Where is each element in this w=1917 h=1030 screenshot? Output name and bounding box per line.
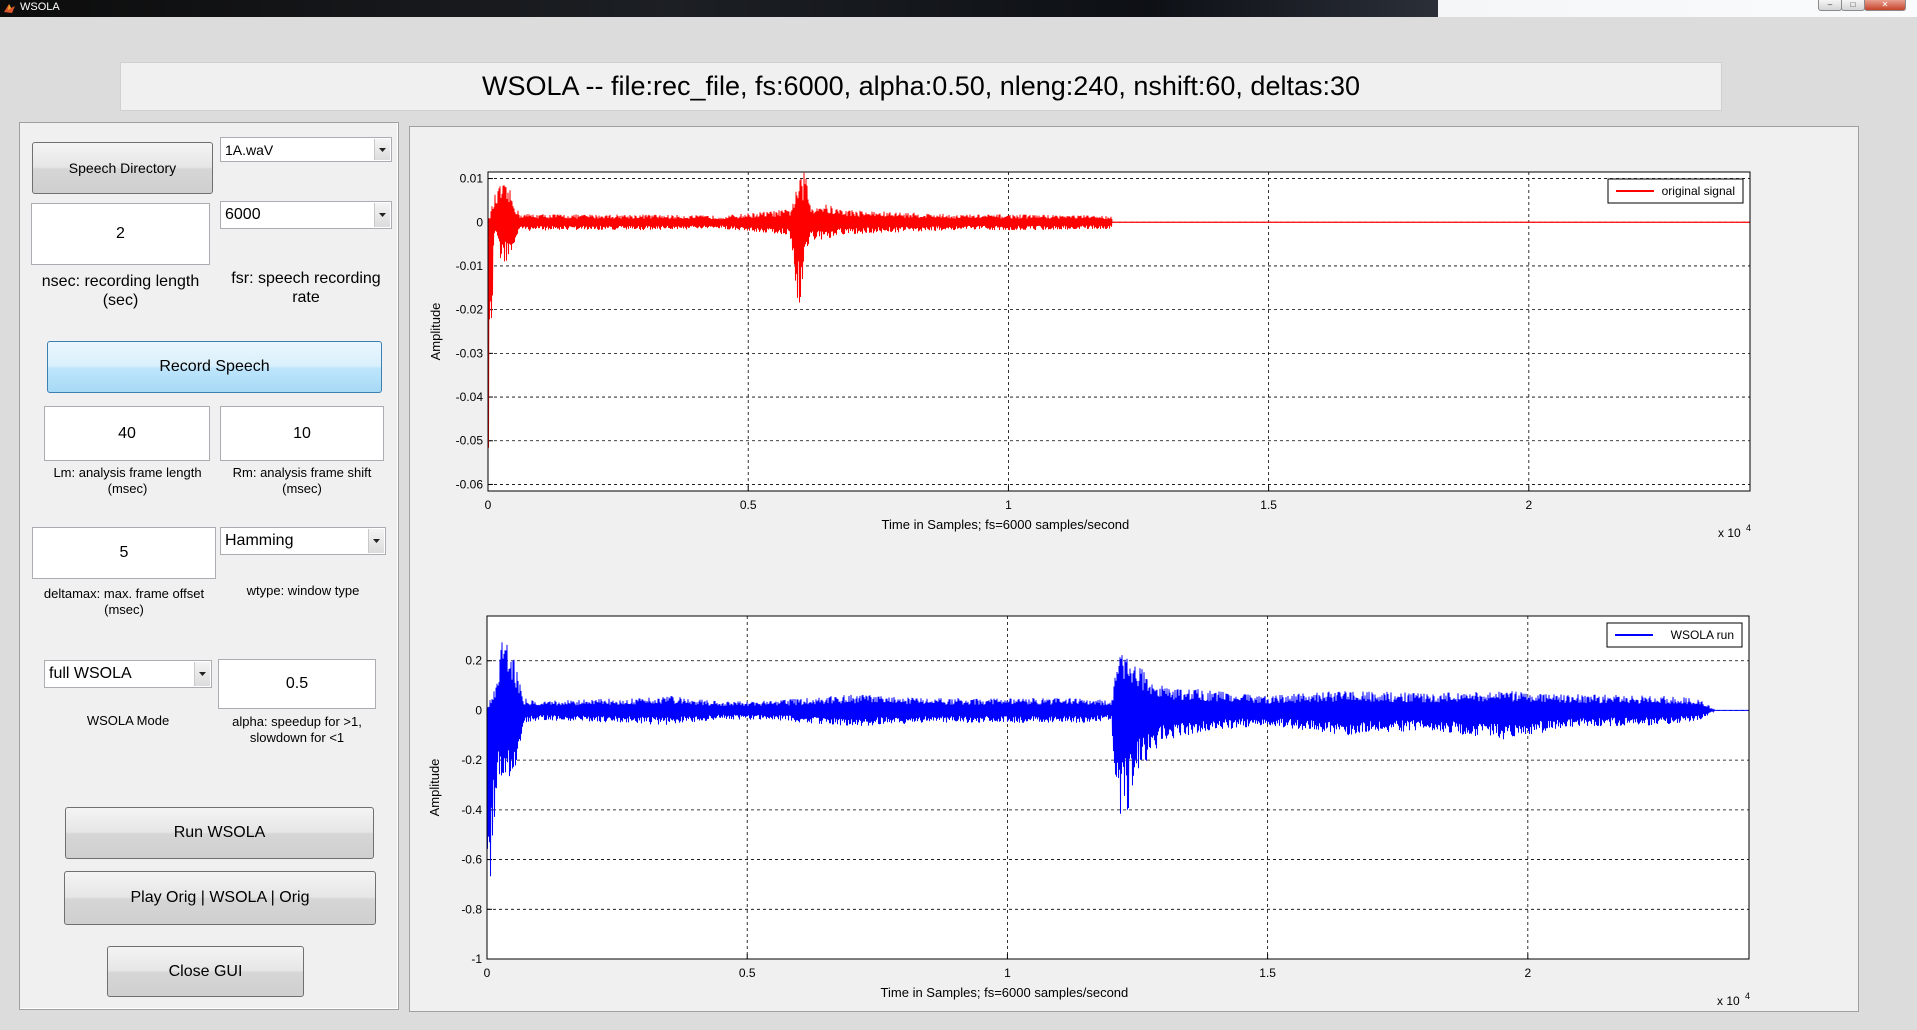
- rm-label: Rm: analysis frame shift (msec): [232, 465, 372, 496]
- wsola-run-series-line: [486, 642, 1749, 877]
- window-titlebar: WSOLA – □ ✕: [0, 0, 1917, 17]
- file-select-value: 1A.waV: [225, 141, 274, 158]
- wsola-run-xtick-label: 2: [1524, 966, 1531, 980]
- nsec-input[interactable]: 2: [31, 203, 210, 265]
- original-signal-chart: 0 0.5 1 1.5 2 0.01 0 -0.01 -0.02 -0.03 -0.04 -0.05 -…: [428, 171, 1751, 540]
- original-signal-axes-frame: [487, 171, 1751, 492]
- original-signal-xtick-label: 1.5: [1260, 498, 1277, 512]
- deltamax-input[interactable]: 5: [32, 527, 216, 579]
- original-signal-ytick-label: 0: [476, 215, 483, 229]
- wsola-run-xtick-label: 0.5: [739, 966, 756, 980]
- file-select[interactable]: 1A.waV: [220, 137, 392, 162]
- wsola-mode-label: WSOLA Mode: [86, 713, 170, 728]
- fsr-select-value: 6000: [225, 206, 261, 223]
- wsola-mode-select[interactable]: full WSOLA: [44, 660, 212, 688]
- original-signal-ylabel: Amplitude: [428, 303, 443, 361]
- wsola-run-xtick-label: 0: [484, 966, 491, 980]
- wsola-run-ytick-label: -0.4: [461, 803, 482, 817]
- original-signal-legend-label: original signal: [1662, 184, 1735, 198]
- wsola-run-ylabel: Amplitude: [427, 759, 442, 817]
- wtype-select-value: Hamming: [225, 532, 294, 549]
- wsola-run-x-exponent-power: 4: [1745, 991, 1750, 1001]
- deltamax-label: deltamax: max. frame offset (msec): [43, 586, 205, 617]
- speech-directory-button[interactable]: Speech Directory: [32, 142, 213, 194]
- original-signal-ytick-label: -0.02: [456, 303, 484, 317]
- original-signal-ytick-label: -0.06: [456, 477, 484, 491]
- chevron-down-icon: [368, 529, 384, 553]
- wsola-run-legend-label: WSOLA run: [1671, 628, 1734, 642]
- alpha-label: alpha: speedup for >1, slowdown for <1: [232, 714, 362, 745]
- original-signal-ytick-label: -0.01: [456, 259, 484, 273]
- close-gui-button[interactable]: Close GUI: [107, 946, 304, 997]
- chevron-down-icon: [374, 139, 390, 160]
- fsr-label: fsr: speech recording rate: [231, 270, 381, 306]
- control-panel: Speech Directory 1A.waV 2 nsec: recordin…: [19, 122, 399, 1010]
- wsola-run-ytick-label: 0.2: [465, 654, 482, 668]
- fsr-select[interactable]: 6000: [220, 201, 392, 229]
- wsola-mode-select-value: full WSOLA: [49, 665, 132, 682]
- matlab-icon: [4, 4, 15, 13]
- original-signal-ytick-label: -0.04: [456, 390, 484, 404]
- wsola-run-xtick-label: 1: [1004, 966, 1011, 980]
- wsola-run-xlabel: Time in Samples; fs=6000 samples/second: [881, 985, 1129, 1000]
- original-signal-ytick-label: -0.05: [456, 434, 484, 448]
- minimize-button[interactable]: –: [1818, 0, 1842, 11]
- record-speech-button[interactable]: Record Speech: [47, 341, 382, 393]
- wsola-run-ytick-label: -0.2: [461, 753, 482, 767]
- original-signal-x-exponent-power: 4: [1746, 523, 1751, 533]
- wsola-run-ytick-label: -0.8: [461, 902, 482, 916]
- chevron-down-icon: [374, 203, 390, 227]
- wsola-run-xtick-label: 1.5: [1259, 966, 1276, 980]
- lm-input[interactable]: 40: [44, 406, 210, 461]
- wsola-run-axes-frame: [486, 615, 1750, 960]
- original-signal-ytick-label: 0.01: [460, 172, 484, 186]
- alpha-input[interactable]: 0.5: [218, 659, 376, 709]
- wsola-run-ytick-label: -1: [471, 952, 482, 966]
- original-signal-ytick-label: -0.03: [456, 346, 484, 360]
- rm-input[interactable]: 10: [220, 406, 384, 461]
- original-signal-xtick-label: 1: [1005, 498, 1012, 512]
- nsec-label: nsec: recording length (sec): [41, 273, 200, 309]
- original-signal-xtick-label: 2: [1525, 498, 1532, 512]
- original-signal-series-line: [487, 172, 1113, 448]
- run-wsola-button[interactable]: Run WSOLA: [65, 807, 374, 859]
- original-signal-x-exponent-label: x 10: [1718, 526, 1741, 540]
- wsola-run-x-exponent-label: x 10: [1717, 994, 1740, 1007]
- chevron-down-icon: [194, 662, 210, 686]
- wsola-run-ytick-label: -0.6: [461, 853, 482, 867]
- original-signal-xtick-label: 0: [485, 498, 492, 512]
- window-title: WSOLA: [20, 1, 60, 13]
- wsola-run-ytick-label: 0: [475, 703, 482, 717]
- play-button[interactable]: Play Orig | WSOLA | Orig: [64, 871, 376, 925]
- original-signal-xtick-label: 0.5: [740, 498, 757, 512]
- page-title: WSOLA -- file:rec_file, fs:6000, alpha:0…: [120, 62, 1722, 111]
- wsola-run-chart: 0 0.5 1 1.5 2 0.2 0 -0.2 -0.4 -0.6 -0.8 -1 WSOLA run…: [427, 615, 1750, 1007]
- maximize-button[interactable]: □: [1841, 0, 1865, 11]
- plot-panel: 0 0.5 1 1.5 2 0.01 0 -0.01 -0.02 -0.03 -0.04 -0.05 -…: [409, 126, 1859, 1012]
- close-window-button[interactable]: ✕: [1864, 0, 1906, 11]
- wsola-run-plot-area: [487, 616, 1749, 959]
- lm-label: Lm: analysis frame length (msec): [53, 465, 202, 496]
- wtype-select[interactable]: Hamming: [220, 527, 386, 555]
- original-signal-xlabel: Time in Samples; fs=6000 samples/second: [882, 517, 1130, 532]
- wtype-label: wtype: window type: [246, 583, 360, 598]
